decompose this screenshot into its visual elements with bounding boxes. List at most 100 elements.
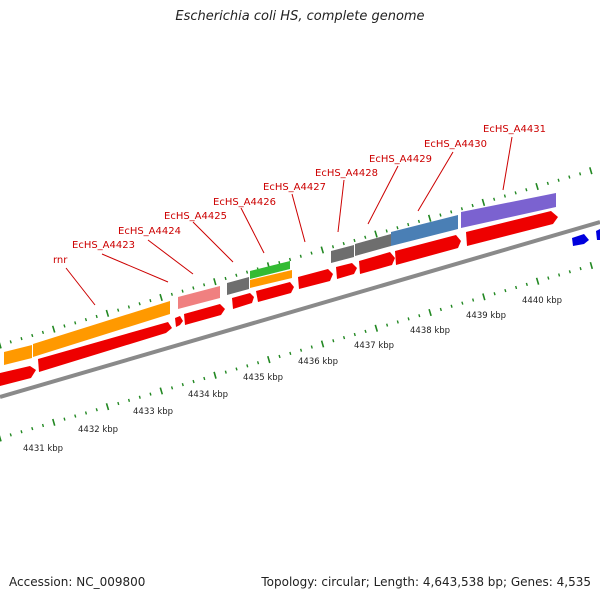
- steel-block[interactable]: [391, 215, 458, 246]
- rrna-block[interactable]: [4, 345, 32, 365]
- scale-major-tick: [320, 246, 325, 254]
- scale-minor-tick: [181, 383, 184, 387]
- scale-major-tick: [589, 167, 593, 175]
- gene-labels: rnr EcHS_A4423 EcHS_A4424 EcHS_A4425 EcH…: [53, 124, 546, 266]
- scale-minor-tick: [353, 238, 356, 243]
- scale-minor-tick: [31, 426, 34, 431]
- scale-minor-tick: [525, 282, 528, 287]
- scale-label: 4439 kbp: [466, 311, 506, 321]
- scale-major-tick: [535, 182, 539, 191]
- scale-minor-tick: [288, 257, 292, 262]
- blue-feature-arrow[interactable]: [572, 234, 589, 246]
- cds-arrow[interactable]: [395, 235, 461, 265]
- scale-minor-tick: [138, 302, 141, 306]
- gene-label[interactable]: EcHS_A4428: [315, 168, 378, 179]
- cds-arrow[interactable]: [0, 366, 36, 386]
- scale-minor-tick: [568, 270, 571, 274]
- scale-major-tick: [482, 293, 486, 301]
- scale-minor-tick: [256, 361, 260, 365]
- scale-minor-tick: [299, 254, 302, 258]
- scale-minor-tick: [579, 267, 582, 271]
- gene-label[interactable]: EcHS_A4430: [424, 139, 487, 150]
- scale-minor-tick: [439, 213, 442, 217]
- scale-minor-tick: [170, 292, 173, 296]
- genome-summary-text: Topology: circular; Length: 4,643,538 bp…: [261, 575, 591, 589]
- scale-label: 4431 kbp: [23, 444, 63, 454]
- scale-minor-tick: [224, 276, 227, 281]
- gene-label[interactable]: EcHS_A4429: [369, 154, 432, 165]
- cds-arrow[interactable]: [232, 293, 254, 309]
- scale-minor-tick: [396, 320, 399, 324]
- map-title: Escherichia coli HS, complete genome: [175, 9, 425, 24]
- scale-minor-tick: [331, 245, 335, 249]
- scale-minor-tick: [493, 292, 496, 296]
- pseudo-block[interactable]: [178, 286, 220, 309]
- scale-minor-tick: [471, 203, 474, 208]
- scale-major-tick: [213, 371, 217, 379]
- scale-minor-tick: [63, 417, 66, 421]
- gray-block[interactable]: [331, 245, 354, 263]
- scale-minor-tick: [41, 423, 45, 428]
- scale-minor-tick: [558, 273, 561, 277]
- scale-minor-tick: [224, 370, 227, 374]
- scale-major-tick: [427, 214, 432, 222]
- purple-block[interactable]: [461, 193, 556, 228]
- cds-arrow[interactable]: [466, 211, 558, 246]
- cds-arrow[interactable]: [184, 304, 225, 325]
- rrna-block[interactable]: [250, 270, 292, 288]
- gene-label[interactable]: EcHS_A4425: [164, 211, 227, 222]
- scale-label: 4433 kbp: [133, 407, 173, 417]
- scale-major-tick: [0, 342, 2, 349]
- gene-label[interactable]: EcHS_A4431: [483, 124, 546, 135]
- scale-minor-tick: [127, 305, 130, 309]
- scale-minor-tick: [342, 241, 345, 246]
- scale-minor-tick: [503, 194, 506, 198]
- scale-minor-tick: [439, 307, 442, 312]
- scale-minor-tick: [417, 219, 421, 224]
- blue-feature-arrow[interactable]: [596, 229, 600, 240]
- scale-major-tick: [51, 325, 56, 333]
- upper-feature-track: [4, 193, 556, 365]
- gray-block[interactable]: [355, 234, 391, 256]
- scale-minor-tick: [84, 317, 88, 322]
- gene-label[interactable]: EcHS_A4424: [118, 226, 181, 237]
- scale-minor-tick: [74, 321, 77, 325]
- cds-arrow[interactable]: [38, 322, 172, 372]
- scale-minor-tick: [9, 433, 12, 437]
- cds-arrow[interactable]: [359, 252, 395, 274]
- scale-minor-tick: [364, 329, 367, 334]
- accession-text: Accession: NC_009800: [9, 575, 146, 589]
- scale-minor-tick: [568, 175, 571, 179]
- scale-minor-tick: [514, 191, 517, 195]
- scale-major-tick: [481, 198, 486, 207]
- gray-block[interactable]: [227, 277, 249, 295]
- scale-minor-tick: [310, 251, 313, 255]
- scale-minor-tick: [386, 323, 389, 327]
- scale-minor-tick: [117, 308, 120, 312]
- scale-major-tick: [52, 418, 56, 426]
- scale-minor-tick: [235, 273, 238, 277]
- gene-label[interactable]: EcHS_A4426: [213, 197, 276, 208]
- scale-major-tick: [105, 309, 110, 317]
- cds-arrow[interactable]: [298, 269, 333, 289]
- scale-minor-tick: [138, 395, 141, 399]
- label-leaders: [65, 136, 513, 306]
- scale-minor-tick: [127, 398, 131, 402]
- scale-minor-tick: [504, 288, 507, 293]
- trna-block[interactable]: [250, 261, 290, 279]
- scale-major-tick: [320, 340, 325, 348]
- scale-major-tick: [374, 324, 379, 332]
- cds-arrow[interactable]: [175, 316, 183, 327]
- rrna-block[interactable]: [33, 301, 170, 357]
- gene-label[interactable]: EcHS_A4427: [263, 182, 326, 193]
- scale-major-tick: [374, 230, 378, 238]
- scale-minor-tick: [299, 348, 303, 352]
- scale-minor-tick: [95, 314, 98, 319]
- gene-label[interactable]: EcHS_A4423: [72, 240, 135, 251]
- gene-label-rnr[interactable]: rnr: [53, 255, 68, 266]
- cds-arrow[interactable]: [336, 263, 357, 279]
- scale-minor-tick: [95, 408, 98, 412]
- scale-labels: 4431 kbp 4432 kbp 4433 kbp 4434 kbp 4435…: [23, 296, 562, 454]
- cds-arrow[interactable]: [256, 282, 294, 302]
- scale-minor-tick: [407, 222, 410, 227]
